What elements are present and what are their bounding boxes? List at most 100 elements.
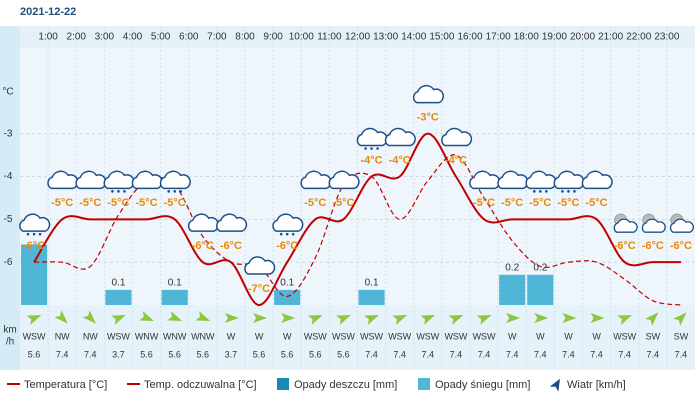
x-tick-label: 14:00 [401,32,426,43]
temperature-label: -6°C [614,240,636,252]
precip-bar [527,274,554,305]
wind-speed: 7.4 [365,349,378,359]
temperature-label: -5°C [136,197,158,209]
temperature-label: -3°C [417,112,439,124]
wind-speed: 7.4 [590,349,603,359]
precip-bar [105,289,132,305]
wind-direction: SW [674,331,689,341]
wind-arrow [364,314,379,325]
icon-cloud [641,218,666,233]
temperature-label: -5°C [304,197,326,209]
x-tick-label: 9:00 [263,32,283,43]
precip-bar [21,244,48,305]
icon-flake [291,232,295,236]
wind-direction: WNW [191,331,215,341]
wind-arrow [82,310,96,324]
wind-speed: 7.4 [647,349,660,359]
wind-speed: 5.6 [28,349,41,359]
icon-flake [117,190,120,193]
wind-speed: 5.6 [168,349,181,359]
weather-icon [19,213,51,236]
temperature-label: -5°C [164,197,186,209]
wind-speed: 7.4 [450,349,463,359]
temperature-label: -5°C [501,197,523,209]
icon-flake [539,190,542,193]
wind-direction: NW [55,331,70,341]
precip-bar [161,289,188,305]
icon-flake [376,147,379,150]
wind-direction: WNW [163,331,187,341]
temperature-line [33,132,681,307]
weather-icon [384,127,416,147]
temperature-label: -6°C [670,240,692,252]
temperature-label: -6°C [276,240,298,252]
wind-arrow [224,313,239,323]
x-tick-label: 17:00 [486,32,511,43]
wind-arrow [110,314,126,325]
icon-flake [573,190,576,193]
x-tick-label: 7:00 [207,32,227,43]
wind-arrow [139,311,154,322]
icon-flake [173,190,176,193]
weather-icon [159,170,191,193]
weather-icon [613,213,638,233]
wind-speed: 7.4 [393,349,406,359]
wind-speed: 5.6 [140,349,153,359]
precip-label: 0.1 [365,278,379,289]
wind-speed: 7.4 [675,349,688,359]
icon-flake [561,190,564,193]
x-tick-label: 18:00 [514,32,539,43]
icon-cloud [216,213,248,232]
temperature-label: -4°C [445,154,467,166]
icon-cloud [328,170,360,190]
wind-arrow [562,313,577,323]
y-tick-label: -5 [4,214,13,225]
y-tick-label: -3 [4,128,13,139]
wind-speed: 7.4 [562,349,575,359]
icon-flake [285,232,289,236]
legend-arrow [549,378,560,392]
wind-direction: NW [83,331,98,341]
wind-speed: 3.7 [112,349,125,359]
temperature-label: -5°C [557,197,579,209]
icon-flake [567,190,570,193]
temperature-label: -7°C [248,283,270,295]
icon-flake [364,147,367,150]
x-tick-label: 13:00 [373,32,398,43]
icon-cloud [412,84,445,104]
wind-direction: WSW [107,331,130,341]
x-tick-label: 15:00 [429,32,454,43]
temperature-label: -6°C [220,240,242,252]
precip-label: 0.2 [533,262,547,273]
icon-flake [545,190,548,193]
legend-swatch [418,378,430,390]
legend-label: Wiatr [km/h] [567,379,626,391]
x-tick-label: 6:00 [179,32,199,43]
weather-icon [244,256,276,275]
y-tick-label: -6 [4,257,13,268]
wind-speed: 5.6 [309,349,322,359]
wind-direction: W [564,331,573,341]
wind-arrow [617,314,633,325]
wind-direction: WSW [473,331,496,341]
temperature-label: -5°C [586,197,608,209]
icon-flake [111,190,114,193]
wind-arrow [335,314,351,325]
wind-speed: 7.4 [478,349,491,359]
weather-icon [669,213,694,233]
wind-speed: 7.4 [618,349,631,359]
legend: Temperatura [°C] Temp. odczuwalna [°C] O… [7,378,626,392]
legend-label: Opady deszczu [mm] [294,379,397,391]
wind-direction: WSW [444,331,467,341]
x-tick-label: 21:00 [598,32,623,43]
weather-icon [328,170,360,190]
wind-speed: 5.6 [337,349,350,359]
wind-unit: /h [6,337,14,348]
wind-arrow [253,313,268,323]
precip-label: 0.1 [168,278,182,289]
wind-speed: 7.4 [506,349,519,359]
icon-cloud [581,170,613,190]
wind-direction: W [227,331,236,341]
wind-arrow [26,314,42,325]
wind-arrow [195,311,211,322]
